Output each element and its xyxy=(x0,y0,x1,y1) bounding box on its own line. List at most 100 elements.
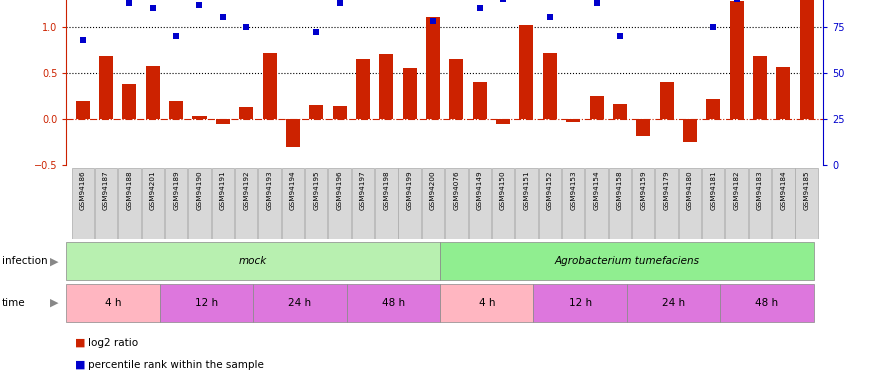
Text: Agrobacterium tumefaciens: Agrobacterium tumefaciens xyxy=(554,256,699,266)
Text: GSM94149: GSM94149 xyxy=(477,170,482,210)
Bar xyxy=(309,105,323,119)
Point xyxy=(169,33,183,39)
FancyBboxPatch shape xyxy=(160,284,253,322)
FancyBboxPatch shape xyxy=(702,168,725,238)
FancyBboxPatch shape xyxy=(422,168,444,238)
Text: 4 h: 4 h xyxy=(104,298,121,308)
FancyBboxPatch shape xyxy=(720,284,813,322)
FancyBboxPatch shape xyxy=(212,168,234,238)
Text: GSM94189: GSM94189 xyxy=(173,170,179,210)
FancyBboxPatch shape xyxy=(534,284,627,322)
FancyBboxPatch shape xyxy=(347,284,440,322)
FancyBboxPatch shape xyxy=(375,168,397,238)
Text: GSM94185: GSM94185 xyxy=(804,170,810,210)
Text: GSM94182: GSM94182 xyxy=(734,170,740,210)
Bar xyxy=(496,119,510,124)
Point xyxy=(216,15,230,21)
FancyBboxPatch shape xyxy=(585,168,608,238)
FancyBboxPatch shape xyxy=(72,168,94,238)
Bar xyxy=(263,53,276,119)
FancyBboxPatch shape xyxy=(66,243,440,280)
Text: GSM94190: GSM94190 xyxy=(196,170,203,210)
FancyBboxPatch shape xyxy=(440,284,534,322)
Bar xyxy=(380,54,393,119)
Bar xyxy=(589,96,604,119)
Text: 24 h: 24 h xyxy=(289,298,312,308)
Bar xyxy=(99,56,113,119)
Text: GSM94188: GSM94188 xyxy=(127,170,133,210)
Text: GSM94183: GSM94183 xyxy=(757,170,763,210)
Bar xyxy=(659,82,673,119)
Text: GSM94179: GSM94179 xyxy=(664,170,670,210)
Bar xyxy=(333,106,347,119)
Point xyxy=(612,33,627,39)
Bar xyxy=(753,56,767,119)
Bar xyxy=(706,99,720,119)
Bar xyxy=(776,66,790,119)
Text: GSM94193: GSM94193 xyxy=(266,170,273,210)
Text: GSM94199: GSM94199 xyxy=(407,170,412,210)
Text: GSM94154: GSM94154 xyxy=(594,170,599,210)
FancyBboxPatch shape xyxy=(66,284,160,322)
Point xyxy=(146,5,160,11)
Text: 12 h: 12 h xyxy=(195,298,218,308)
FancyBboxPatch shape xyxy=(95,168,118,238)
Text: GSM94192: GSM94192 xyxy=(243,170,250,210)
FancyBboxPatch shape xyxy=(189,168,211,238)
FancyBboxPatch shape xyxy=(328,168,350,238)
Text: 48 h: 48 h xyxy=(381,298,405,308)
Point xyxy=(473,5,487,11)
Point xyxy=(589,0,604,6)
Text: percentile rank within the sample: percentile rank within the sample xyxy=(88,360,265,370)
Bar xyxy=(519,25,534,119)
Point xyxy=(496,0,510,2)
Text: GSM94153: GSM94153 xyxy=(570,170,576,210)
Text: GSM94196: GSM94196 xyxy=(336,170,342,210)
FancyBboxPatch shape xyxy=(253,284,347,322)
FancyBboxPatch shape xyxy=(440,243,813,280)
Point xyxy=(729,0,743,2)
Text: GSM94197: GSM94197 xyxy=(360,170,366,210)
Text: GSM94201: GSM94201 xyxy=(150,170,156,210)
Bar xyxy=(800,0,813,119)
Bar xyxy=(426,18,440,119)
Text: GSM94195: GSM94195 xyxy=(313,170,319,210)
Bar xyxy=(169,101,183,119)
Text: GSM94151: GSM94151 xyxy=(523,170,529,210)
Text: mock: mock xyxy=(239,256,267,266)
Point xyxy=(192,2,206,8)
Text: GSM94184: GSM94184 xyxy=(781,170,787,210)
Bar xyxy=(473,82,487,119)
Text: GSM94200: GSM94200 xyxy=(430,170,436,210)
Text: 4 h: 4 h xyxy=(479,298,495,308)
FancyBboxPatch shape xyxy=(726,168,748,238)
Bar xyxy=(683,119,697,142)
Text: GSM94181: GSM94181 xyxy=(711,170,716,210)
FancyBboxPatch shape xyxy=(609,168,631,238)
FancyBboxPatch shape xyxy=(796,168,818,238)
Text: GSM94194: GSM94194 xyxy=(290,170,296,210)
Bar xyxy=(403,68,417,119)
FancyBboxPatch shape xyxy=(258,168,281,238)
Text: ▶: ▶ xyxy=(50,298,58,308)
Bar xyxy=(286,119,300,147)
Bar xyxy=(543,53,557,119)
Text: GSM94187: GSM94187 xyxy=(103,170,109,210)
Bar xyxy=(193,117,206,119)
FancyBboxPatch shape xyxy=(235,168,258,238)
FancyBboxPatch shape xyxy=(351,168,374,238)
Text: 48 h: 48 h xyxy=(756,298,779,308)
Text: ■: ■ xyxy=(75,338,86,348)
Text: GSM94158: GSM94158 xyxy=(617,170,623,210)
Text: GSM94152: GSM94152 xyxy=(547,170,553,210)
Text: time: time xyxy=(2,298,26,308)
FancyBboxPatch shape xyxy=(539,168,561,238)
Text: infection: infection xyxy=(2,256,48,266)
FancyBboxPatch shape xyxy=(515,168,538,238)
Text: 12 h: 12 h xyxy=(568,298,592,308)
Bar xyxy=(729,1,743,119)
Text: GSM94198: GSM94198 xyxy=(383,170,389,210)
FancyBboxPatch shape xyxy=(749,168,771,238)
Bar xyxy=(146,66,160,119)
Point xyxy=(333,0,347,6)
